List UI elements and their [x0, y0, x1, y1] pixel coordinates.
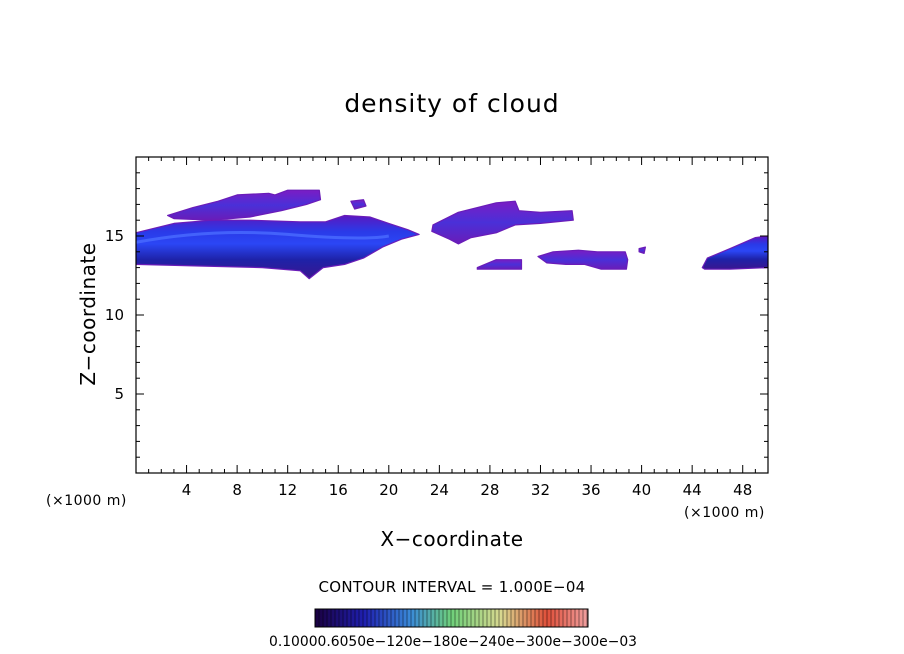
y-tick-label: 10 — [105, 306, 124, 324]
y-tick-label: 15 — [105, 227, 124, 245]
y-axis-label: Z−coordinate — [76, 242, 100, 385]
cloud-region-cloud-25 — [431, 200, 574, 245]
cloud-region-small-puff — [350, 199, 367, 210]
x-unit-label-right: (×1000 m) — [684, 505, 765, 521]
x-tick-label: 40 — [632, 481, 651, 499]
x-unit-label-left: (×1000 m) — [46, 493, 127, 509]
cloud-core-highlight — [136, 230, 390, 244]
x-tick-label: 28 — [480, 481, 499, 499]
y-axis-ticks: 5 10 15 — [105, 172, 768, 458]
x-axis-ticks: 4 8 12 16 20 24 28 32 36 40 44 48 — [148, 157, 756, 499]
colorbar-labels: 0.10000.6050e−120e−180e−240e−300e−300e−0… — [269, 634, 637, 650]
cloud-region-dot-40 — [638, 246, 647, 254]
cloud-region-main-band — [136, 214, 420, 280]
x-tick-label: 44 — [683, 481, 702, 499]
cloud-region-upper-left-cap — [167, 189, 322, 221]
cloud-region-cloud-28-low — [476, 259, 523, 270]
y-tick-label: 5 — [114, 385, 124, 403]
x-tick-label: 32 — [531, 481, 550, 499]
x-tick-label: 8 — [232, 481, 242, 499]
cloud-region-cloud-34 — [537, 249, 629, 270]
cloud-region-cloud-47-right — [701, 235, 768, 270]
x-tick-label: 16 — [329, 481, 348, 499]
x-tick-label: 24 — [430, 481, 449, 499]
x-tick-label: 48 — [733, 481, 752, 499]
x-tick-label: 4 — [182, 481, 192, 499]
x-axis-label: X−coordinate — [380, 527, 523, 551]
contour-interval-label: CONTOUR INTERVAL = 1.000E−04 — [318, 578, 585, 596]
chart-title: density of cloud — [344, 89, 559, 118]
x-tick-label: 20 — [379, 481, 398, 499]
x-tick-label: 36 — [581, 481, 600, 499]
x-tick-label: 12 — [278, 481, 297, 499]
colorbar-stripes — [314, 609, 588, 627]
cloud-density-regions — [136, 189, 768, 280]
